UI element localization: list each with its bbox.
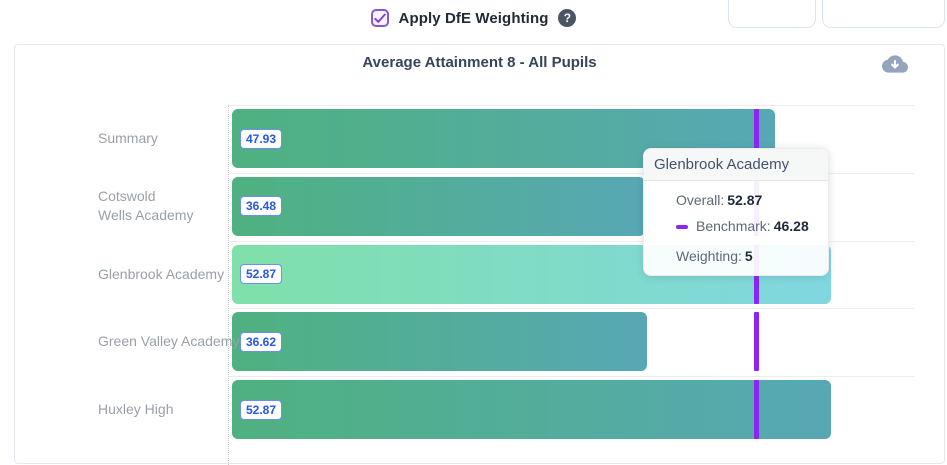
tooltip-weighting-row: Weighting: 5 [676,248,753,264]
category-label-huxley-high: Huxley High [98,401,174,418]
value-badge: 52.87 [240,264,283,284]
value-badge: 36.48 [240,196,283,217]
tooltip-benchmark-row: Benchmark: 46.28 [676,217,820,235]
benchmark-dash-icon [676,225,688,230]
gridline [229,240,914,242]
tooltip-overall-row: Overall: 52.87 [676,192,763,208]
cloud-download-icon[interactable] [882,53,908,75]
cutoff-button-right[interactable] [822,0,945,28]
value-badge: 52.87 [240,399,283,420]
chart-title: Average Attainment 8 - All Pupils [362,54,597,71]
chart-card: Average Attainment 8 - All Pupils 47.93 3… [14,44,945,465]
category-label-glenbrook-academy: Glenbrook Academy [98,265,225,282]
value-badge: 36.62 [240,331,283,352]
gridline [229,105,914,106]
category-label-cotswold-wells-academy: Cotswold Wells Academy [98,188,194,224]
checkmark-icon [373,13,386,24]
bar-cotswold-wells-academy[interactable]: 36.48 [232,176,646,236]
tooltip-title: Glenbrook Academy [644,149,828,181]
apply-dfe-weighting-control[interactable]: Apply DfE Weighting ? [370,9,577,27]
benchmark-line [753,312,759,372]
bar-huxley-high[interactable]: 52.87 [232,380,831,439]
apply-dfe-weighting-checkbox[interactable] [370,9,389,27]
benchmark-line [753,380,759,439]
benchmark-line [753,109,759,168]
apply-dfe-weighting-label: Apply DfE Weighting [398,9,549,27]
gridline [229,172,914,174]
top-bar: Apply DfE Weighting ? [0,0,947,38]
category-label-green-valley-academy: Green Valley Academy [98,333,240,350]
y-axis-line [228,105,229,465]
bar-green-valley-academy[interactable]: 36.62 [232,312,647,372]
cutoff-button-left[interactable] [728,0,816,28]
tooltip-body: Overall: 52.87 Benchmark: 46.28 Weighting:… [644,181,828,275]
tooltip: Glenbrook Academy Overall: 52.87 Benchmar… [643,148,829,276]
gridline [229,376,914,377]
value-badge: 47.93 [240,128,283,149]
gridline [229,308,914,310]
help-icon[interactable]: ? [558,9,577,27]
bar-chart-plot: 47.93 36.48 52.87 36.62 52.87 [228,105,914,465]
category-label-summary: Summary [98,130,158,147]
